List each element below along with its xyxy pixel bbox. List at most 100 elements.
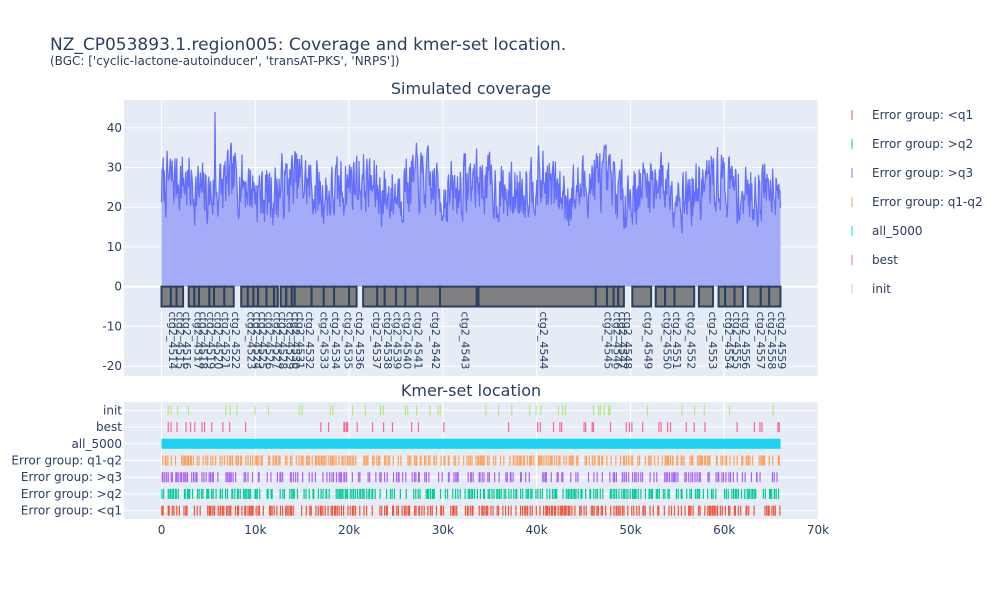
kmer-mark — [297, 472, 299, 483]
kmer-mark — [308, 455, 310, 466]
chart-title: NZ_CP053893.1.region005: Coverage and km… — [50, 35, 566, 55]
kmer-mark — [512, 472, 514, 483]
kmer-mark — [398, 472, 400, 483]
kmer-mark — [483, 455, 485, 466]
kmer-mark — [209, 472, 212, 483]
kmer-mark — [518, 455, 520, 466]
kmer-mark — [459, 488, 461, 499]
kmer-mark — [754, 488, 756, 499]
kmer-mark — [237, 455, 239, 466]
kmer-mark — [623, 455, 626, 466]
kmer-mark — [421, 505, 423, 516]
kmer-mark — [379, 455, 381, 466]
contig-box — [310, 285, 325, 308]
kmer-mark — [591, 455, 594, 466]
contig-label: ctg2_4528 — [276, 312, 289, 370]
kmer-mark — [605, 505, 607, 516]
kmer-mark — [292, 505, 294, 516]
kmer-mark — [435, 455, 437, 466]
kmer-mark — [170, 405, 172, 416]
kmer-mark — [425, 488, 427, 499]
kmer-mark — [378, 455, 380, 466]
kmer-mark — [634, 488, 636, 499]
kmer-mark — [704, 422, 706, 433]
kmer-mark — [688, 472, 690, 483]
kmer-mark — [273, 455, 275, 466]
kmer-mark — [537, 455, 540, 466]
kmer-mark — [526, 455, 529, 466]
kmer-mark — [482, 488, 485, 499]
kmer-mark — [413, 488, 415, 499]
kmer-mark — [498, 472, 500, 483]
kmer-mark — [562, 472, 564, 483]
kmer-mark — [758, 455, 760, 466]
kmer-mark — [543, 455, 545, 466]
kmer-mark — [699, 505, 701, 516]
kmer-mark — [644, 505, 646, 516]
kmer-mark — [503, 488, 505, 499]
kmer-mark — [440, 505, 442, 516]
kmer-mark — [627, 505, 629, 516]
kmer-mark — [572, 455, 574, 466]
kmer-mark — [601, 455, 603, 466]
kmer-mark — [379, 405, 382, 416]
kmer-mark — [609, 405, 611, 416]
kmer-mark — [429, 505, 432, 516]
kmer-mark — [222, 422, 224, 433]
kmer-mark — [281, 505, 284, 516]
kmer-mark — [629, 488, 631, 499]
kmer-mark — [356, 422, 358, 433]
kmer-mark — [268, 455, 270, 466]
kmer-mark — [507, 422, 510, 433]
kmer-mark — [269, 505, 271, 516]
kmer-x-tick-label: 10k — [244, 523, 266, 537]
kmer-mark — [527, 488, 529, 499]
contig-box — [273, 285, 279, 308]
kmer-mark — [466, 505, 469, 516]
coverage-subplot-title: Simulated coverage — [391, 79, 551, 98]
kmer-mark — [369, 472, 371, 483]
coverage-line — [160, 111, 782, 234]
kmer-mark — [468, 455, 470, 466]
kmer-mark — [708, 455, 710, 466]
kmer-mark — [560, 505, 562, 516]
kmer-mark — [404, 505, 406, 516]
kmer-mark — [597, 455, 599, 466]
kmer-mark — [565, 455, 567, 466]
kmer-mark — [538, 455, 541, 466]
kmer-mark — [322, 472, 324, 483]
kmer-mark — [289, 505, 292, 516]
kmer-mark — [649, 455, 651, 466]
kmer-mark — [322, 455, 324, 466]
kmer-mark — [391, 422, 394, 433]
kmer-mark — [339, 472, 341, 483]
kmer-mark — [346, 488, 348, 499]
kmer-mark — [249, 455, 251, 466]
kmer-mark — [716, 505, 719, 516]
kmer-mark — [653, 472, 655, 483]
kmer-mark — [612, 488, 614, 499]
kmer-mark — [346, 455, 348, 466]
kmer-mark — [343, 422, 345, 433]
kmer-mark — [681, 405, 683, 416]
kmer-mark — [725, 488, 727, 499]
kmer-mark — [482, 455, 484, 466]
kmer-mark — [245, 472, 247, 483]
kmer-mark — [355, 455, 357, 466]
kmer-mark — [410, 455, 412, 466]
kmer-mark — [340, 505, 343, 516]
kmer-mark — [519, 472, 522, 483]
kmer-mark — [619, 455, 622, 466]
kmer-mark — [683, 455, 685, 466]
contig-box — [175, 285, 185, 308]
kmer-mark — [399, 488, 401, 499]
kmer-mark — [285, 505, 287, 516]
kmer-mark — [665, 472, 667, 483]
kmer-mark — [417, 472, 420, 483]
contig-label: ctg2_4540 — [401, 311, 414, 369]
kmer-mark — [392, 505, 395, 516]
kmer-mark — [470, 488, 472, 499]
kmer-mark — [279, 455, 281, 466]
kmer-mark — [305, 505, 307, 516]
kmer-mark — [225, 505, 228, 516]
